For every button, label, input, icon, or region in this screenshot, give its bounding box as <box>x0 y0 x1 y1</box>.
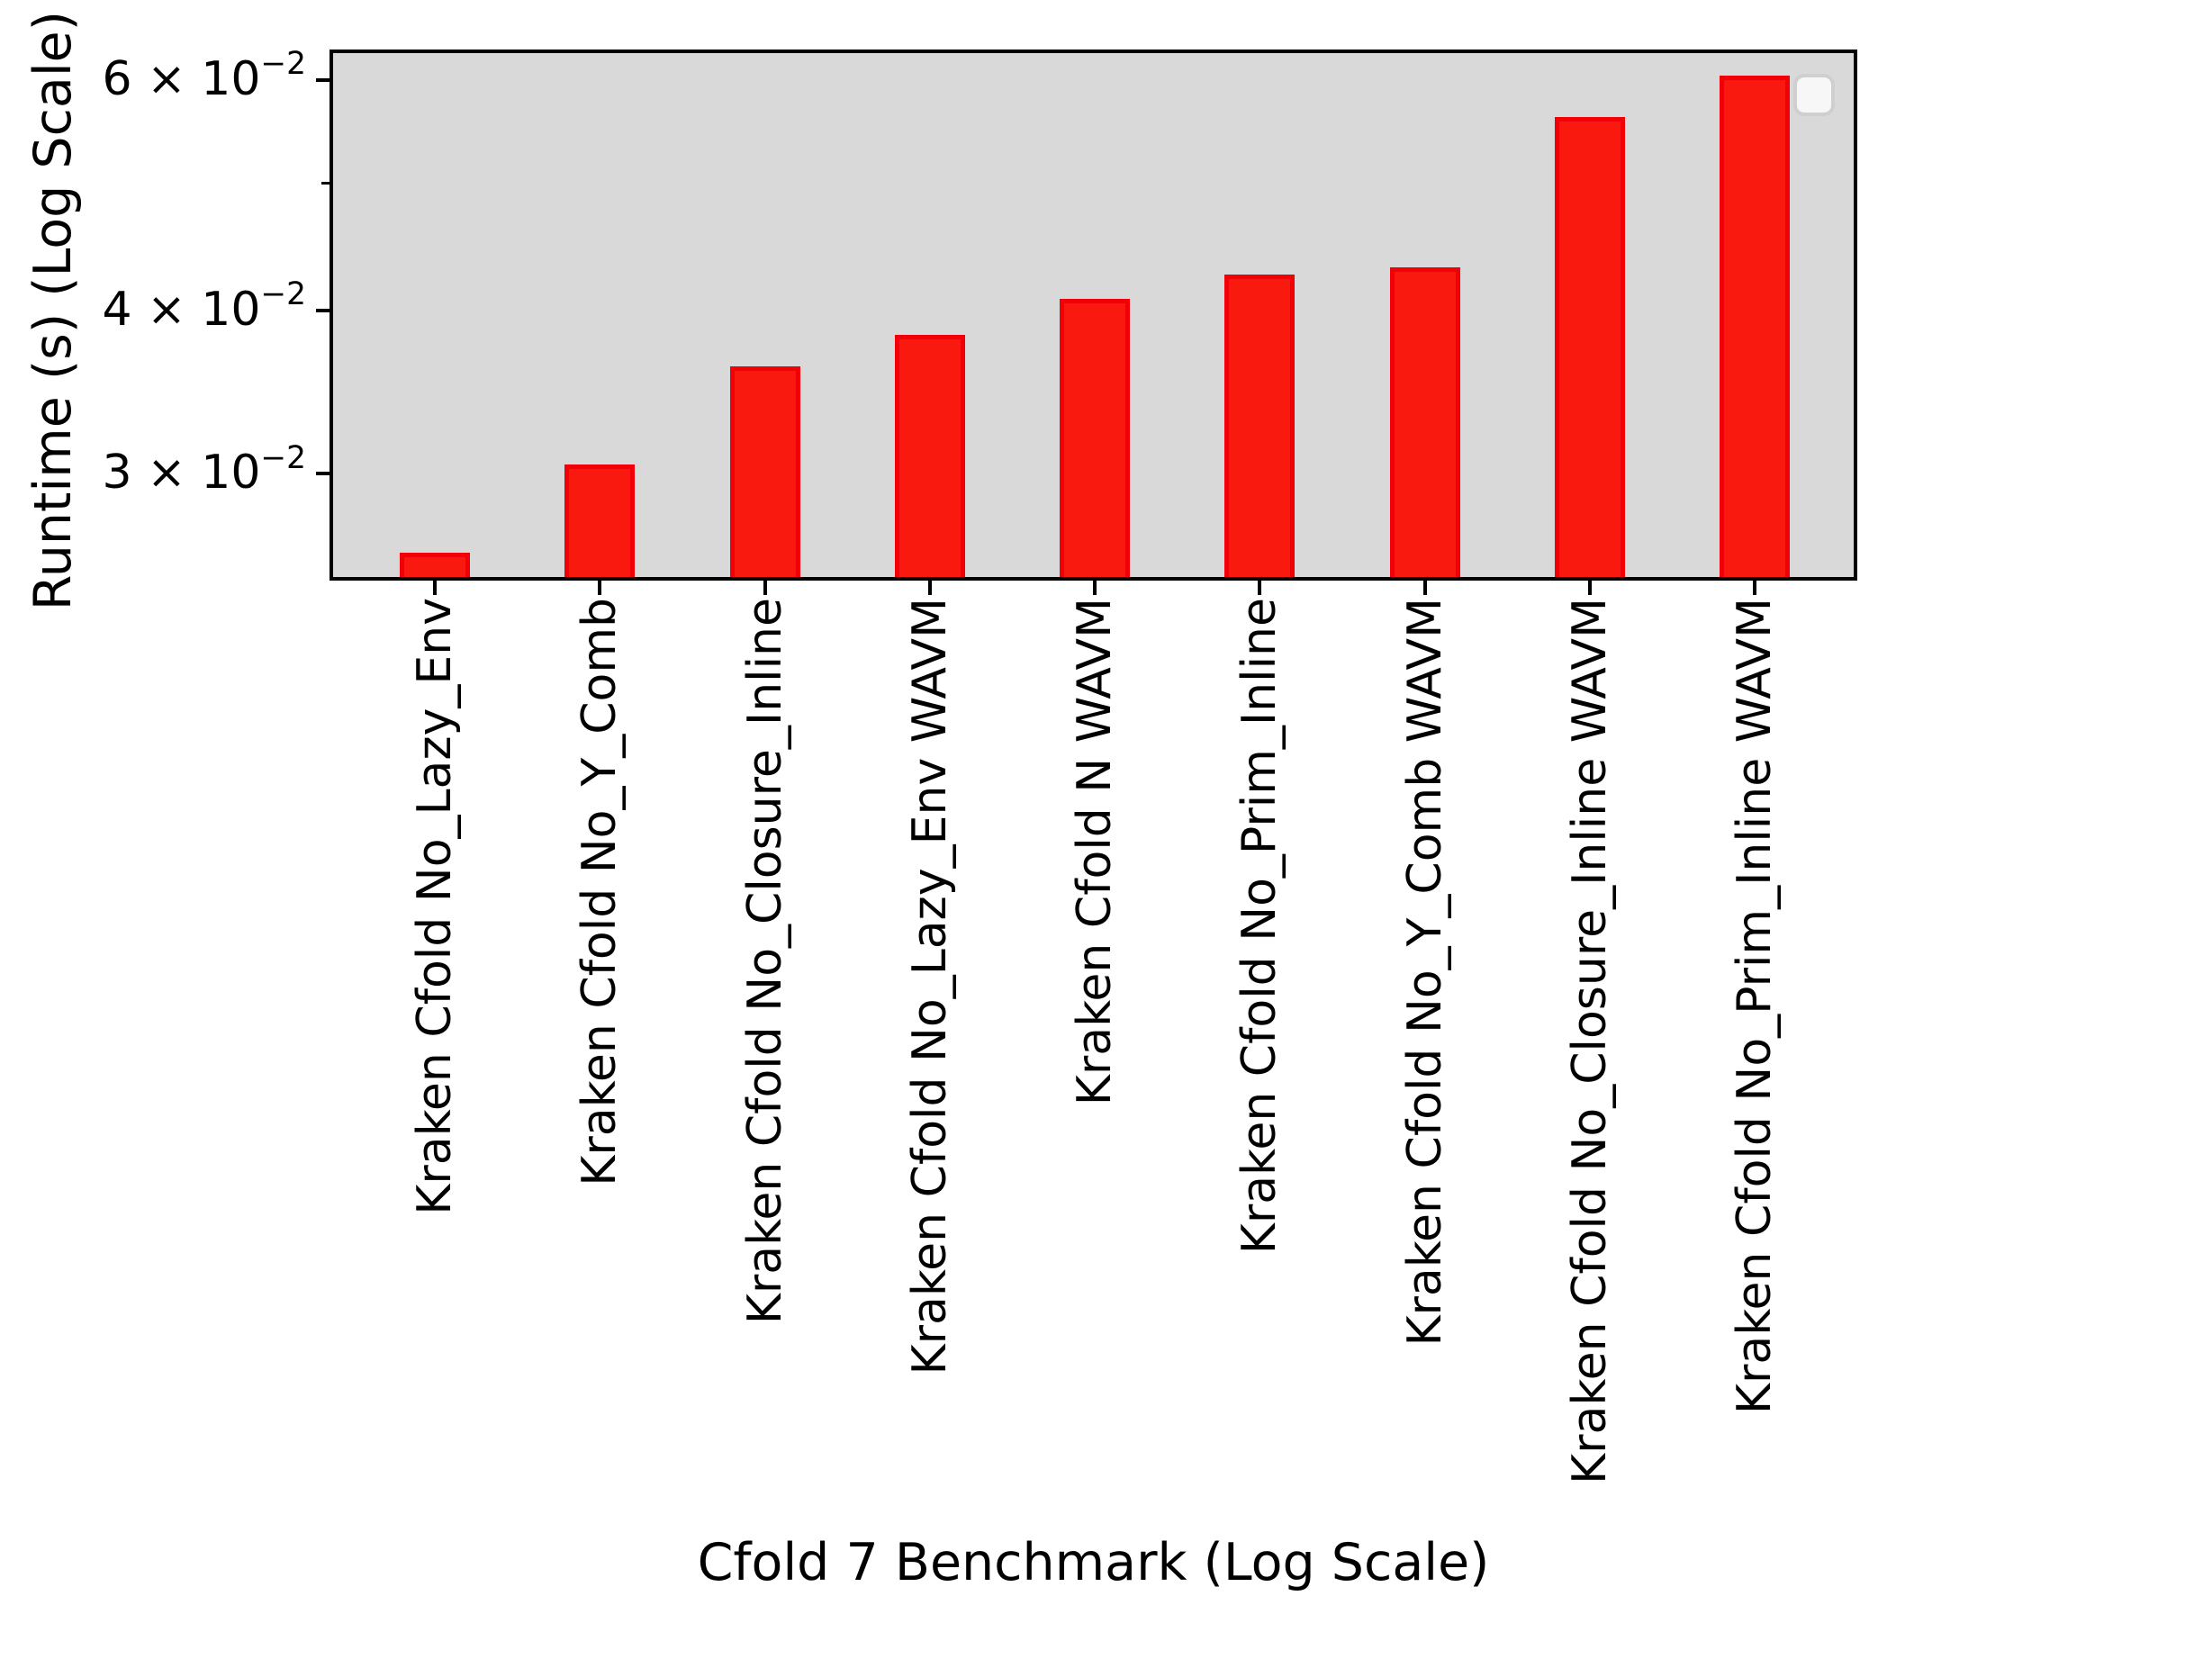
bar <box>564 464 636 577</box>
bar <box>400 552 470 577</box>
x-tick-label: Kraken Cfold No_Prim_Inline WAVM <box>1728 598 1782 1415</box>
bar <box>1224 274 1296 577</box>
y-tick-mark <box>316 471 330 475</box>
x-tick-label: Kraken Cfold No_Lazy_Env <box>408 598 462 1215</box>
x-tick-label: Kraken Cfold No_Prim_Inline <box>1232 598 1287 1255</box>
x-tick-mark <box>1753 581 1756 595</box>
x-tick-mark <box>433 581 437 595</box>
x-tick-mark <box>763 581 767 595</box>
x-tick-label: Kraken Cfold N WAVM <box>1068 598 1122 1106</box>
bar <box>1389 267 1460 577</box>
bar <box>1720 75 1790 577</box>
x-tick-label: Kraken Cfold No_Closure_Inline <box>737 598 792 1325</box>
bar <box>729 366 800 577</box>
bars-container <box>333 53 1854 577</box>
x-tick-mark <box>1422 581 1427 595</box>
bar <box>1060 299 1130 577</box>
y-tick-mark <box>316 77 330 82</box>
x-tick-mark <box>1587 581 1592 595</box>
x-tick-label: Kraken Cfold No_Y_Comb WAVM <box>1397 598 1452 1347</box>
y-tick-label: 6 × 10−2 <box>102 46 306 106</box>
x-tick-mark <box>1258 581 1262 595</box>
x-axis-title: Cfold 7 Benchmark (Log Scale) <box>697 1533 1490 1592</box>
bar <box>1554 117 1625 577</box>
bar <box>894 334 965 577</box>
x-tick-mark <box>598 581 602 595</box>
x-tick-label: Kraken Cfold No_Y_Comb <box>573 598 627 1186</box>
x-tick-mark <box>1093 581 1097 595</box>
y-tick-mark <box>316 308 330 312</box>
y-tick-label: 4 × 10−2 <box>102 276 306 337</box>
x-tick-label: Kraken Cfold No_Lazy_Env WAVM <box>902 598 957 1375</box>
x-tick-label: Kraken Cfold No_Closure_Inline WAVM <box>1562 598 1617 1484</box>
y-minor-tick-mark <box>321 182 330 185</box>
x-tick-mark <box>927 581 932 595</box>
y-tick-label: 3 × 10−2 <box>102 439 306 500</box>
legend-box <box>1793 74 1835 116</box>
